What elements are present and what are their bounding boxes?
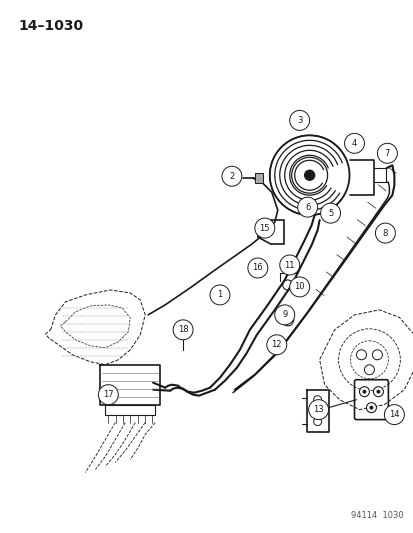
Circle shape xyxy=(373,386,382,397)
Text: 1: 1 xyxy=(217,290,222,300)
Circle shape xyxy=(323,206,337,220)
Circle shape xyxy=(289,110,309,131)
Circle shape xyxy=(302,205,312,215)
Circle shape xyxy=(247,258,267,278)
Circle shape xyxy=(178,322,188,332)
Text: 11: 11 xyxy=(284,261,294,270)
Circle shape xyxy=(366,402,375,413)
Text: 7: 7 xyxy=(384,149,389,158)
Text: 18: 18 xyxy=(177,325,188,334)
Text: 2: 2 xyxy=(229,172,234,181)
Text: 5: 5 xyxy=(327,208,332,217)
Circle shape xyxy=(221,166,241,186)
Circle shape xyxy=(362,390,366,394)
Circle shape xyxy=(304,170,314,180)
Text: 8: 8 xyxy=(382,229,387,238)
Text: 14: 14 xyxy=(388,410,399,419)
FancyBboxPatch shape xyxy=(254,173,262,183)
Text: 12: 12 xyxy=(271,340,281,349)
Text: 10: 10 xyxy=(294,282,304,292)
Circle shape xyxy=(377,143,396,163)
Text: 16: 16 xyxy=(252,263,263,272)
Circle shape xyxy=(368,406,373,410)
Circle shape xyxy=(320,203,340,223)
Circle shape xyxy=(327,210,333,216)
Text: 14–1030: 14–1030 xyxy=(19,19,83,33)
Circle shape xyxy=(344,133,363,154)
Text: 6: 6 xyxy=(304,203,310,212)
Circle shape xyxy=(254,218,274,238)
Circle shape xyxy=(173,320,192,340)
Circle shape xyxy=(98,385,118,405)
Circle shape xyxy=(375,390,380,394)
Text: 94114  1030: 94114 1030 xyxy=(350,511,402,520)
Circle shape xyxy=(297,197,317,217)
Text: 17: 17 xyxy=(103,390,114,399)
Circle shape xyxy=(308,400,328,419)
Text: 9: 9 xyxy=(281,310,287,319)
Circle shape xyxy=(358,386,368,397)
Text: 3: 3 xyxy=(296,116,301,125)
Circle shape xyxy=(266,335,286,355)
Circle shape xyxy=(279,255,299,275)
Circle shape xyxy=(384,405,404,425)
Circle shape xyxy=(274,305,294,325)
Circle shape xyxy=(209,285,229,305)
Text: 13: 13 xyxy=(313,405,323,414)
Circle shape xyxy=(289,277,309,297)
Text: 4: 4 xyxy=(351,139,356,148)
Text: 15: 15 xyxy=(259,224,269,232)
Circle shape xyxy=(375,223,394,243)
